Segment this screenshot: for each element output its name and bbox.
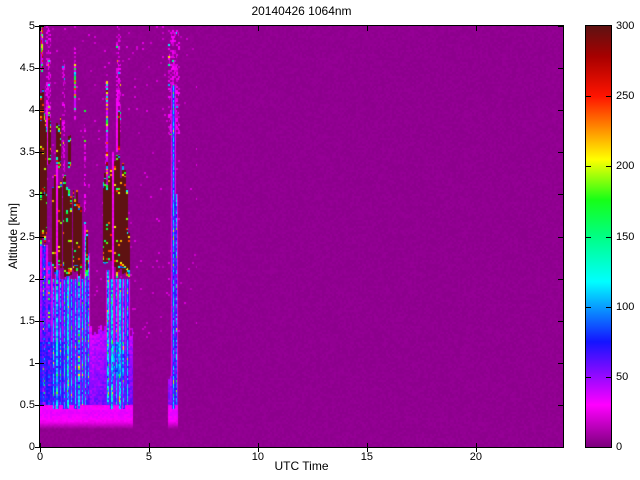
y-tick-mark — [35, 152, 44, 154]
y-tick-mark — [35, 362, 44, 364]
colorbar-tick-label: 200 — [616, 160, 635, 173]
y-tick-mark — [558, 68, 563, 70]
x-tick-mark — [148, 26, 150, 31]
y-tick-label: 3.5 — [19, 146, 35, 159]
colorbar-tick-label: 50 — [616, 370, 629, 383]
chart-title: 20140426 1064nm — [251, 4, 352, 18]
colorbar-tick-mark — [606, 376, 611, 378]
colorbar-tick-mark — [586, 306, 591, 308]
x-axis-label: UTC Time — [274, 459, 329, 473]
colorbar-tick-mark — [586, 236, 591, 238]
x-tick-mark — [475, 443, 477, 452]
y-tick-mark — [35, 404, 44, 406]
y-tick-label: 4 — [28, 104, 35, 117]
y-tick-mark — [35, 26, 44, 27]
heatmap-canvas — [40, 26, 563, 447]
x-tick-mark — [366, 443, 368, 452]
colorbar-tick-label: 100 — [616, 300, 635, 313]
y-tick-mark — [558, 26, 563, 27]
y-tick-mark — [558, 362, 563, 364]
x-tick-label: 15 — [360, 451, 373, 463]
y-tick-label: 2.5 — [19, 230, 35, 243]
colorbar-tick-label: 0 — [616, 441, 623, 453]
x-tick-mark — [257, 26, 259, 31]
y-tick-mark — [35, 278, 44, 280]
colorbar-tick-mark — [606, 96, 611, 98]
y-tick-label: 3 — [28, 188, 35, 201]
y-tick-label: 1.5 — [19, 314, 35, 327]
x-tick-mark — [366, 26, 368, 31]
colorbar-tick-mark — [606, 306, 611, 308]
x-tick-label: 5 — [145, 451, 153, 463]
y-tick-mark — [558, 194, 563, 196]
x-tick-mark — [148, 443, 150, 452]
x-tick-mark — [475, 26, 477, 31]
y-tick-mark — [35, 236, 44, 238]
y-tick-label: 0 — [28, 441, 35, 453]
y-tick-label: 4.5 — [19, 62, 35, 75]
colorbar-tick-mark — [586, 96, 591, 98]
y-tick-label: 1 — [28, 356, 35, 369]
colorbar-tick-mark — [606, 166, 611, 168]
x-tick-mark — [40, 26, 41, 31]
y-tick-label: 2 — [28, 272, 35, 285]
y-tick-label: 5 — [28, 20, 35, 32]
y-tick-mark — [558, 447, 563, 448]
colorbar-tick-label: 150 — [616, 230, 635, 243]
plot-area — [35, 25, 564, 452]
y-tick-mark — [35, 110, 44, 112]
colorbar-tick-label: 300 — [616, 20, 635, 32]
y-tick-label: 0.5 — [19, 398, 35, 411]
y-tick-mark — [558, 236, 563, 238]
x-tick-label: 20 — [469, 451, 482, 463]
y-tick-mark — [558, 152, 563, 154]
colorbar-tick-mark — [586, 376, 591, 378]
y-tick-mark — [558, 278, 563, 280]
y-tick-mark — [35, 447, 44, 448]
x-tick-mark — [257, 443, 259, 452]
y-tick-mark — [35, 68, 44, 70]
colorbar-tick-label: 250 — [616, 90, 635, 103]
colorbar — [585, 25, 612, 448]
y-tick-mark — [35, 194, 44, 196]
y-tick-mark — [35, 320, 44, 322]
x-tick-label: 0 — [36, 451, 44, 463]
y-tick-mark — [558, 110, 563, 112]
y-tick-mark — [558, 320, 563, 322]
y-tick-mark — [558, 404, 563, 406]
x-tick-label: 10 — [251, 451, 265, 463]
colorbar-tick-mark — [606, 236, 611, 238]
colorbar-tick-mark — [586, 166, 591, 168]
